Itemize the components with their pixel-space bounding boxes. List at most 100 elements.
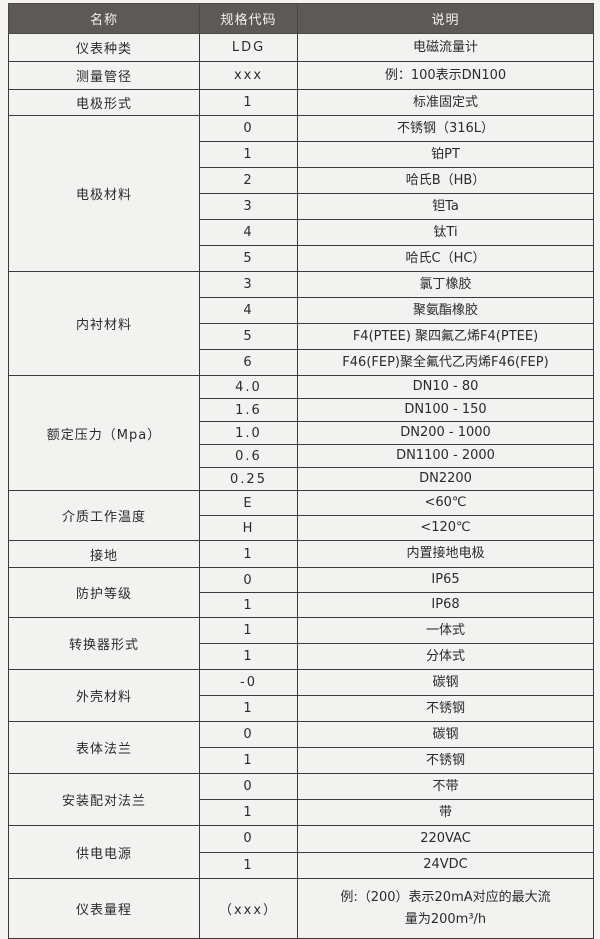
spec-code: （xxx）: [199, 878, 298, 939]
table-row: 外壳材料 -0 碳钢: [8, 669, 594, 722]
spec-description: DN100 - 150: [297, 398, 594, 422]
spec-code: 1.0: [199, 421, 298, 445]
spec-description: 不锈钢（316L）: [297, 115, 594, 142]
spec-code: 1: [199, 799, 298, 826]
spec-description: DN200 - 1000: [297, 421, 594, 445]
table-row: 1 24VDC: [9, 851, 594, 879]
table-row: 测量管径 xxx 例：100表示DN100: [8, 61, 594, 90]
table-row: 电极材料 0 不锈钢（316L）: [8, 115, 594, 272]
spec-description: 氯丁橡胶: [297, 271, 594, 298]
table-row: 供电电源 0 220VAC: [8, 825, 594, 879]
table-row: 介质工作温度 E <60℃: [8, 490, 594, 541]
spec-description: 铂PT: [297, 141, 594, 168]
spec-code: 0: [199, 567, 298, 593]
spec-name: 安装配对法兰: [8, 773, 200, 826]
spec-code: 1: [199, 747, 298, 774]
spec-name: 表体法兰: [8, 721, 200, 774]
spec-code: 1: [199, 141, 298, 168]
table-row: 5 F4(PTEE) 聚四氟乙烯F4(PTEE): [9, 323, 594, 350]
spec-code: 1: [199, 89, 298, 116]
spec-code: E: [199, 490, 298, 516]
spec-description: 碳钢: [297, 669, 594, 696]
spec-code: 5: [199, 245, 298, 272]
spec-description: IP65: [297, 567, 594, 593]
table-row: 仪表种类 LDG 电磁流量计: [8, 33, 594, 62]
table-row: 仪表量程 （xxx） 例:（200）表示20mA对应的最大流量为200m³/h: [8, 878, 594, 939]
spec-description: 带: [297, 799, 594, 826]
spec-code: 1: [199, 617, 298, 644]
header-desc: 说明: [297, 3, 594, 34]
spec-description: 电磁流量计: [297, 33, 594, 62]
spec-description: F46(FEP)聚全氟代乙丙烯F46(FEP): [297, 349, 594, 376]
table-row: 转换器形式 1 一体式: [8, 617, 594, 670]
header-code: 规格代码: [199, 3, 298, 34]
table-row: 1 IP68: [9, 592, 594, 618]
spec-name: 额定压力（Mpa）: [8, 375, 200, 491]
spec-description: 钛Ti: [297, 219, 594, 246]
spec-code: xxx: [199, 61, 298, 90]
spec-name: 介质工作温度: [8, 490, 200, 541]
spec-description: 一体式: [297, 617, 594, 644]
spec-code: 4: [199, 297, 298, 324]
spec-code: 0.25: [199, 467, 298, 491]
spec-code: LDG: [199, 33, 298, 62]
spec-code: 4.0: [199, 375, 298, 399]
spec-description: 碳钢: [297, 721, 594, 748]
spec-code: 4: [199, 219, 298, 246]
spec-name: 测量管径: [8, 61, 200, 90]
spec-description: 哈氏C（HC）: [297, 245, 594, 272]
spec-name: 仪表量程: [8, 878, 200, 939]
table-row: 4 钛Ti: [9, 219, 594, 246]
table-row: 0.25 DN2200: [9, 467, 594, 491]
spec-description: 例：100表示DN100: [297, 61, 594, 90]
spec-description: 钽Ta: [297, 193, 594, 220]
spec-code: 1: [199, 643, 298, 670]
table-row: 6 F46(FEP)聚全氟代乙丙烯F46(FEP): [9, 349, 594, 376]
table-row: 接地 1 内置接地电极: [8, 540, 594, 568]
spec-code: -0: [199, 669, 298, 696]
spec-name: 外壳材料: [8, 669, 200, 722]
spec-description: DN1100 - 2000: [297, 444, 594, 468]
spec-description: 分体式: [297, 643, 594, 670]
spec-description: 聚氨酯橡胶: [297, 297, 594, 324]
spec-code: 1.6: [199, 398, 298, 422]
spec-name: 电极形式: [8, 89, 200, 116]
table-row: H <120℃: [9, 515, 594, 541]
spec-name: 防护等级: [8, 567, 200, 618]
table-row: 电极形式 1 标准固定式: [8, 89, 594, 116]
spec-description: 例:（200）表示20mA对应的最大流量为200m³/h: [297, 878, 594, 939]
table-row: 安装配对法兰 0 不带: [8, 773, 594, 826]
spec-description: IP68: [297, 592, 594, 618]
spec-description: F4(PTEE) 聚四氟乙烯F4(PTEE): [297, 323, 594, 350]
table-row: 内衬材料 3 氯丁橡胶: [8, 271, 594, 376]
spec-name: 供电电源: [8, 825, 200, 879]
spec-code: 0: [199, 825, 298, 853]
table-row: 2 哈氏B（HB）: [9, 167, 594, 194]
spec-code: 6: [199, 349, 298, 376]
table-row: 表体法兰 0 碳钢: [8, 721, 594, 774]
spec-code: 0: [199, 721, 298, 748]
table-row: 1 分体式: [9, 643, 594, 670]
spec-code: 0: [199, 773, 298, 800]
table-header: 名称 规格代码 说明: [8, 3, 594, 34]
spec-code: H: [199, 515, 298, 541]
table-row: 1 铂PT: [9, 141, 594, 168]
spec-code: 3: [199, 193, 298, 220]
spec-description: 哈氏B（HB）: [297, 167, 594, 194]
spec-table: 名称 规格代码 说明 仪表种类 LDG 电磁流量计 测量管径 xxx 例：100表示DN1…: [8, 3, 594, 939]
spec-name: 转换器形式: [8, 617, 200, 670]
spec-description: 内置接地电极: [297, 540, 594, 568]
table-row: 5 哈氏C（HC）: [9, 245, 594, 272]
spec-description: DN10 - 80: [297, 375, 594, 399]
spec-code: 0: [199, 115, 298, 142]
spec-description: 标准固定式: [297, 89, 594, 116]
spec-description: 24VDC: [297, 851, 594, 879]
table-row: 1.0 DN200 - 1000: [9, 421, 594, 445]
spec-name: 仪表种类: [8, 33, 200, 62]
spec-description: DN2200: [297, 467, 594, 491]
spec-code: 3: [199, 271, 298, 298]
spec-name: 电极材料: [8, 115, 200, 272]
table-row: 防护等级 0 IP65: [8, 567, 594, 618]
spec-description: <120℃: [297, 515, 594, 541]
